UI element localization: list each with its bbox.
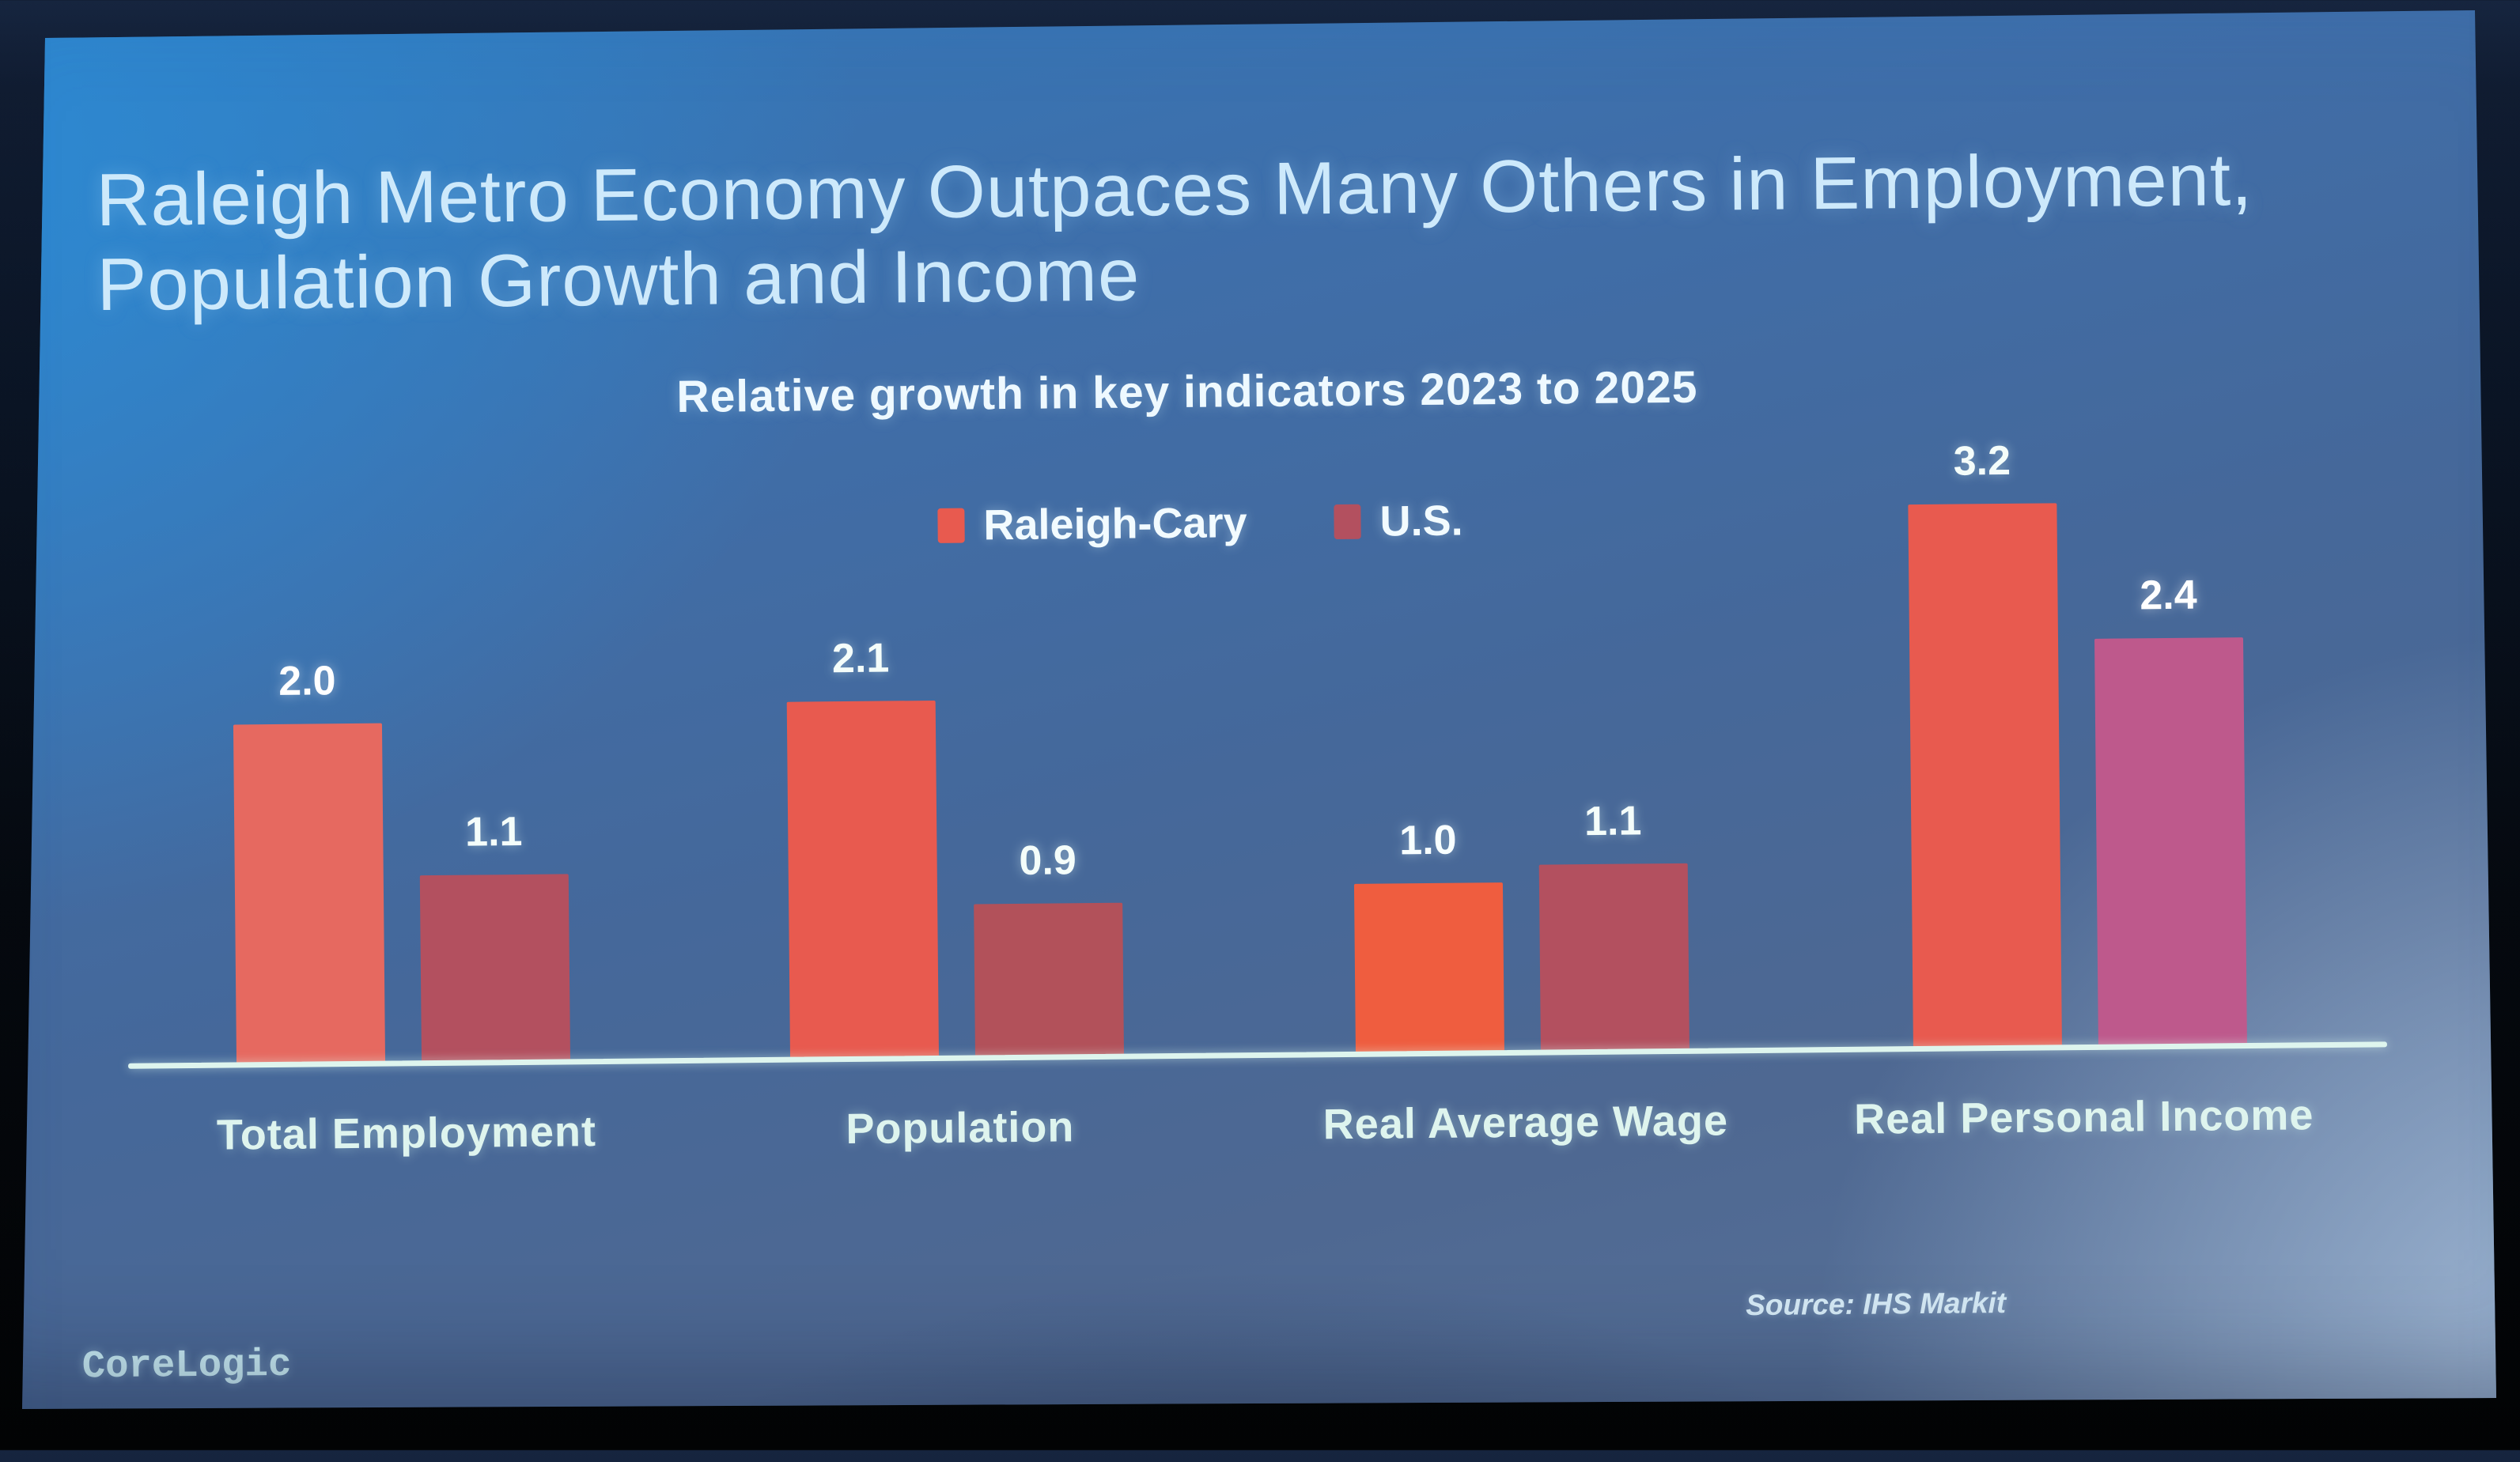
bar-us-real-average-wage: 1.1: [1538, 798, 1689, 1052]
bar-group-total-employment: 2.0 1.1: [233, 658, 571, 1065]
bar-us-population: 0.9: [974, 837, 1125, 1058]
bar-value-label: 2.0: [278, 658, 336, 705]
category-label-real-personal-income: Real Personal Income: [1853, 1091, 2314, 1143]
bar-value-label: 0.9: [1019, 837, 1077, 884]
corelogic-logo: CoreLogic: [81, 1342, 292, 1389]
bar-value-label: 1.1: [1584, 798, 1642, 845]
bar-raleigh-cary-population: 2.1: [786, 635, 940, 1060]
category-label-population: Population: [846, 1103, 1075, 1154]
bar-value-label: 2.4: [2140, 572, 2197, 619]
category-label-total-employment: Total Employment: [216, 1108, 597, 1159]
bar-value-label: 2.1: [831, 635, 890, 682]
source-note: Source: IHS Markit: [1745, 1286, 2007, 1322]
bar-us-total-employment: 1.1: [419, 809, 571, 1063]
bar-raleigh-cary-real-personal-income: 3.2: [1908, 438, 2062, 1049]
bar-group-real-average-wage: 1.0 1.1: [1353, 798, 1689, 1054]
bar-value-label: 3.2: [1953, 437, 2011, 485]
bar-chart: 2.0 1.1 2.1 0.9 1.0 1.1 3.2 2.4: [128, 438, 2387, 1069]
category-label-real-average-wage: Real Average Wage: [1322, 1097, 1729, 1149]
bar-raleigh-cary-total-employment: 2.0: [233, 658, 386, 1065]
bar-us-real-personal-income: 2.4: [2094, 572, 2247, 1047]
bar-value-label: 1.0: [1398, 817, 1457, 864]
bar-group-real-personal-income: 3.2 2.4: [1908, 438, 2247, 1049]
category-labels: Total Employment Population Real Average…: [22, 1089, 2496, 1177]
bar-group-population: 2.1 0.9: [786, 635, 1125, 1060]
bar-value-label: 1.1: [464, 808, 523, 856]
bar-raleigh-cary-real-average-wage: 1.0: [1353, 818, 1504, 1054]
